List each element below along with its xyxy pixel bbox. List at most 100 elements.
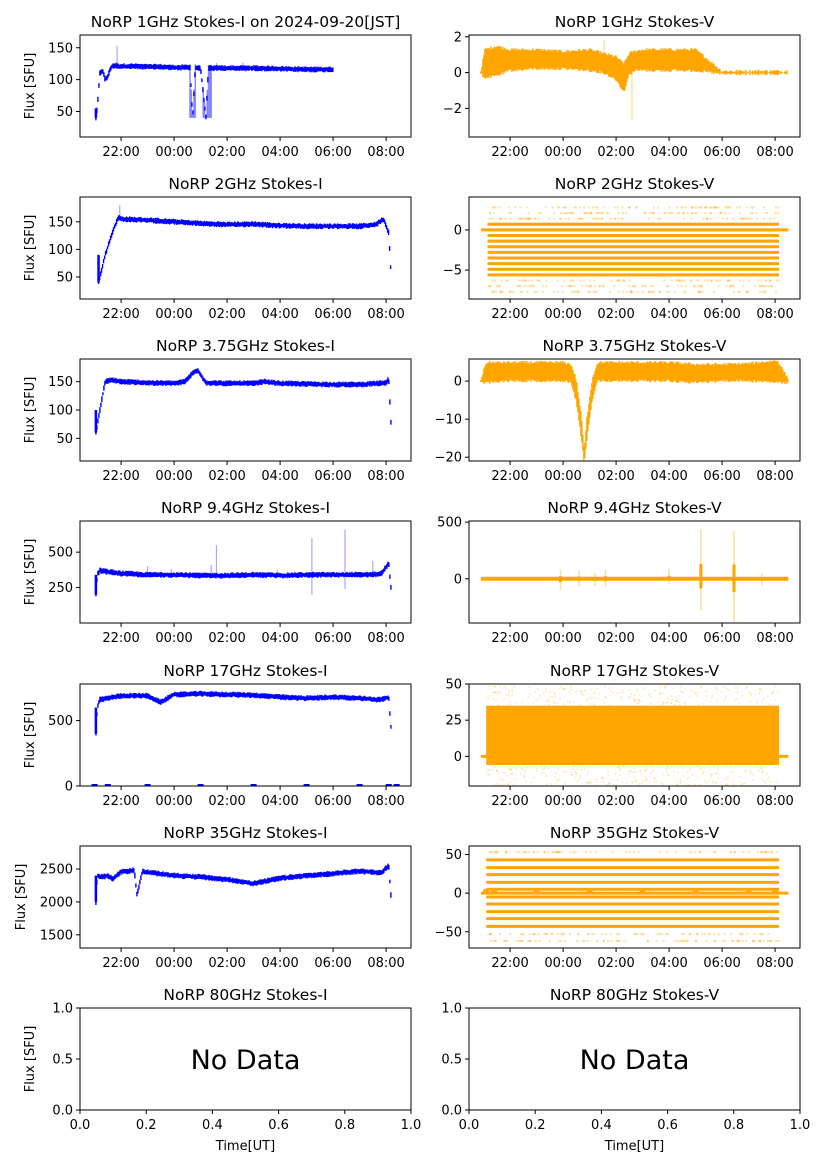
noise-dot [691,774,693,776]
level-dot [694,206,697,209]
noise-dot [771,691,774,694]
level-dot [536,851,539,854]
noise-dot [511,773,514,775]
level-dot [704,206,707,209]
noise-dot [596,687,598,690]
noise-dot [763,697,765,700]
level-dot [492,206,495,209]
noise-dot [709,773,712,776]
noise-dot [498,705,500,707]
noise-dot [515,767,517,770]
level-dot [621,212,624,215]
level-dot [545,285,548,288]
noise-dot [533,776,536,779]
level-dot [499,217,502,220]
panel-80ghz-i: 0.0 0.5 1.0 0.0 0.2 0.4 0.6 0.8 1.0 NoRP 80GHz St… [23,986,421,1154]
noise-dot [750,694,752,696]
noise-dot [525,768,527,771]
level-dot [509,217,512,220]
noise-dot [610,705,612,707]
level-dot [712,290,715,293]
x-tick-label: 04:00 [261,469,298,484]
level-dot [701,290,704,293]
level-dot [713,933,716,936]
noise-dot [606,784,608,786]
level-dot [675,279,678,282]
y-tick-label: 0.5 [441,1053,462,1068]
x-tick-label: 00:00 [544,631,581,646]
level-dot [777,212,780,215]
noise-dot [619,768,621,770]
y-axis-label: Flux [SFU] [14,864,29,931]
level-dot [742,279,745,282]
noise-dot [595,781,598,783]
noise-dot [711,694,714,697]
level-dot [682,217,685,220]
level-dot [679,279,682,282]
level-dot [763,290,766,293]
noise-dot [740,784,743,786]
zero-marker [104,784,111,786]
x-tick-label: 04:00 [650,145,687,160]
level-dot [628,206,631,209]
y-tick-label: 1.0 [441,1002,462,1017]
noise-dot [654,777,657,779]
level-dot [737,940,740,943]
noise-dot [574,777,577,779]
noise-dot [638,783,640,785]
x-tick-label: 02:00 [597,469,634,484]
level-dot [558,851,561,854]
noise-dot [545,690,547,693]
level-dot [601,212,604,215]
zero-marker [356,784,363,786]
noise-dot [749,692,752,694]
x-tick-label: 06:00 [314,794,351,809]
noise-dot [762,779,764,781]
noise-dot [488,773,491,775]
level-dot [684,290,687,293]
level-dot [749,212,752,215]
noise-dot [642,780,644,783]
level-dot [583,206,586,209]
level-dot [723,212,726,215]
level-dot [601,933,604,936]
plot-area [480,528,789,623]
level-dot [739,206,742,209]
x-tick-label: 22:00 [102,307,139,322]
level-dot [733,851,736,854]
noise-dot [671,695,673,697]
level-dot [625,290,628,293]
noise-dot [685,784,688,786]
level-dot [552,217,555,220]
noise-dot [715,699,718,702]
noise-dot [726,784,729,786]
noise-dot [557,767,559,770]
noise-dot [770,780,773,783]
plot-area [480,206,789,293]
noise-dot [595,778,598,780]
noise-dot [758,770,760,772]
level-dot [641,285,644,288]
level-dot [736,206,739,209]
level-dot [556,851,559,854]
noise-dot [726,775,729,778]
level-dot [652,285,655,288]
level-dot [681,206,684,209]
y-tick-label: −10 [435,413,462,428]
noise-dot [685,703,687,706]
level-dot [770,851,773,854]
noise-dot [628,771,631,773]
level-dot [489,933,492,936]
y-tick-label: 0 [65,780,73,795]
y-tick-label: 250 [48,581,73,596]
level-dot [542,290,545,293]
level-dot [535,290,538,293]
noise-dot [637,690,639,693]
noise-dot [717,777,720,780]
noise-dot [612,691,614,694]
noise-dot [768,703,771,706]
noise-dot [601,776,604,779]
level-dot [774,212,777,215]
noise-dot [570,774,573,776]
noise-dot [512,784,515,786]
